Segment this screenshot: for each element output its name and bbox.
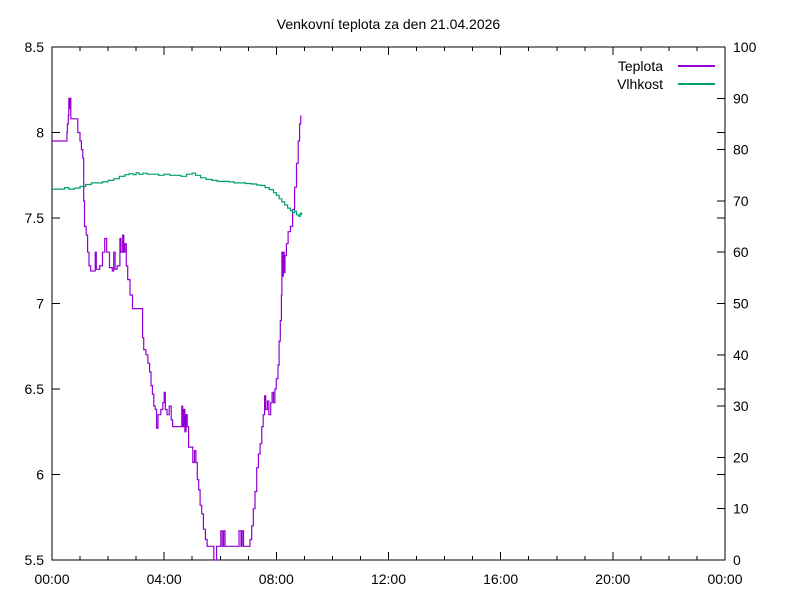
- y-left-tick-label: 6: [36, 467, 44, 483]
- legend-line-sample-teplota: [678, 65, 715, 67]
- teplota-line: [52, 97, 302, 561]
- legend-label-teplota: Teplota: [617, 58, 663, 74]
- y-left-tick-label: 8: [36, 125, 44, 141]
- y-left-tick-label: 7.5: [25, 210, 45, 226]
- x-tick-label: 00:00: [34, 571, 69, 587]
- x-tick-label: 20:00: [595, 571, 630, 587]
- y-left-tick-label: 5.5: [25, 552, 45, 568]
- legend-row-vlhkost: Vlhkost: [617, 75, 715, 93]
- y-right-tick-label: 90: [733, 90, 749, 106]
- y-right-tick-label: 50: [733, 296, 749, 312]
- y-right-tick-label: 0: [733, 552, 741, 568]
- chart-title: Venkovní teplota za den 21.04.2026: [276, 16, 501, 32]
- vlhkost-line: [52, 172, 303, 217]
- x-tick-label: 12:00: [371, 571, 406, 587]
- x-tick-label: 00:00: [707, 571, 742, 587]
- plot-border: [51, 46, 726, 561]
- x-tick-label: 04:00: [147, 571, 182, 587]
- legend-line-sample-vlhkost: [678, 83, 715, 85]
- y-left-tick-label: 8.5: [25, 39, 45, 55]
- y-right-tick-label: 60: [733, 244, 749, 260]
- legend-label-vlhkost: Vlhkost: [617, 76, 663, 92]
- y-right-tick-label: 20: [733, 449, 749, 465]
- y-left-tick-label: 6.5: [25, 381, 45, 397]
- legend-row-teplota: Teplota: [617, 57, 715, 75]
- x-tick-label: 08:00: [259, 571, 294, 587]
- y-right-tick-label: 10: [733, 501, 749, 517]
- legend: Teplota Vlhkost: [617, 57, 715, 93]
- y-left-tick-label: 7: [36, 296, 44, 312]
- y-right-tick-label: 70: [733, 193, 749, 209]
- y-right-tick-label: 100: [733, 39, 757, 55]
- y-right-tick-label: 40: [733, 347, 749, 363]
- y-right-tick-label: 30: [733, 398, 749, 414]
- x-tick-label: 16:00: [483, 571, 518, 587]
- y-right-tick-label: 80: [733, 142, 749, 158]
